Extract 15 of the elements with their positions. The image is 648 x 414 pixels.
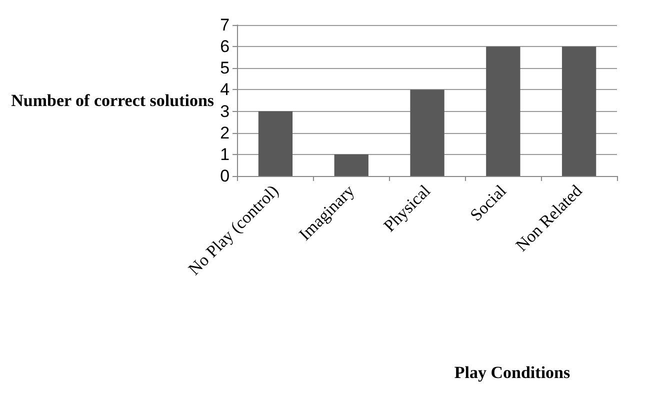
bar [562, 46, 596, 176]
y-tick-label: 7 [220, 16, 230, 34]
y-axis-title: Number of correct solutions [11, 91, 214, 110]
bar [334, 154, 368, 176]
y-tick-label: 2 [220, 123, 230, 142]
y-tick-label: 4 [220, 80, 230, 100]
bar [486, 46, 520, 176]
x-axis-title: Play Conditions [454, 363, 571, 382]
y-tick-label: 6 [220, 37, 230, 56]
y-tick-label: 1 [220, 144, 230, 164]
y-tick-label: 0 [220, 166, 230, 186]
bar [258, 111, 293, 176]
y-tick-label: 3 [220, 102, 230, 121]
bar [410, 90, 444, 176]
y-tick-label: 5 [220, 58, 230, 78]
